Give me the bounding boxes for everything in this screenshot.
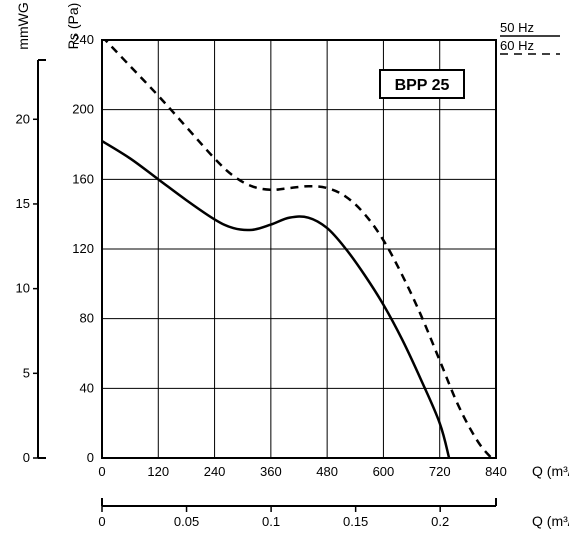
y2-tick-mmwg: 5 xyxy=(23,365,30,380)
y2-axis-label-mmwg: mmWG xyxy=(15,2,31,49)
legend-label-50Hz: 50 Hz xyxy=(500,20,534,35)
x-tick-m3h: 0 xyxy=(98,464,105,479)
y-axis-label-pa: Ps (Pa) xyxy=(65,3,81,50)
y-tick-pa: 200 xyxy=(72,102,94,117)
x-tick-m3h: 840 xyxy=(485,464,507,479)
x-axis-label-m3h: Q (m³/h) xyxy=(532,463,569,479)
x-tick-m3h: 120 xyxy=(147,464,169,479)
legend-label-60Hz: 60 Hz xyxy=(500,38,534,53)
y2-tick-mmwg: 10 xyxy=(16,281,30,296)
model-label: BPP 25 xyxy=(395,77,450,94)
y-tick-pa: 40 xyxy=(80,380,94,395)
y-tick-pa: 0 xyxy=(87,450,94,465)
x2-tick-m3s: 0 xyxy=(98,514,105,529)
curves-group xyxy=(102,37,491,458)
x2-tick-m3s: 0.05 xyxy=(174,514,199,529)
x2-axis-label-m3s: Q (m³/s) xyxy=(532,513,569,529)
x-tick-m3h: 480 xyxy=(316,464,338,479)
x-tick-m3h: 600 xyxy=(373,464,395,479)
curve-60Hz xyxy=(102,37,491,458)
y2-tick-mmwg: 0 xyxy=(23,450,30,465)
y2-tick-mmwg: 20 xyxy=(16,111,30,126)
y-tick-pa: 160 xyxy=(72,171,94,186)
grid xyxy=(102,40,496,458)
y2-tick-mmwg: 15 xyxy=(16,196,30,211)
x2-tick-m3s: 0.15 xyxy=(343,514,368,529)
x-tick-m3h: 720 xyxy=(429,464,451,479)
y-tick-pa: 80 xyxy=(80,311,94,326)
y-tick-pa: 120 xyxy=(72,241,94,256)
x2-tick-m3s: 0.1 xyxy=(262,514,280,529)
curve-50Hz xyxy=(102,141,449,458)
chart-svg: 0 40 80 120 160 200 240 Ps (Pa) 0 5 10 15 20 mmWG 0 120… xyxy=(0,0,569,556)
x-tick-m3h: 360 xyxy=(260,464,282,479)
fan-curve-chart: 0 40 80 120 160 200 240 Ps (Pa) 0 5 10 15 20 mmWG 0 120… xyxy=(0,0,569,556)
x2-tick-m3s: 0.2 xyxy=(431,514,449,529)
x-tick-m3h: 240 xyxy=(204,464,226,479)
